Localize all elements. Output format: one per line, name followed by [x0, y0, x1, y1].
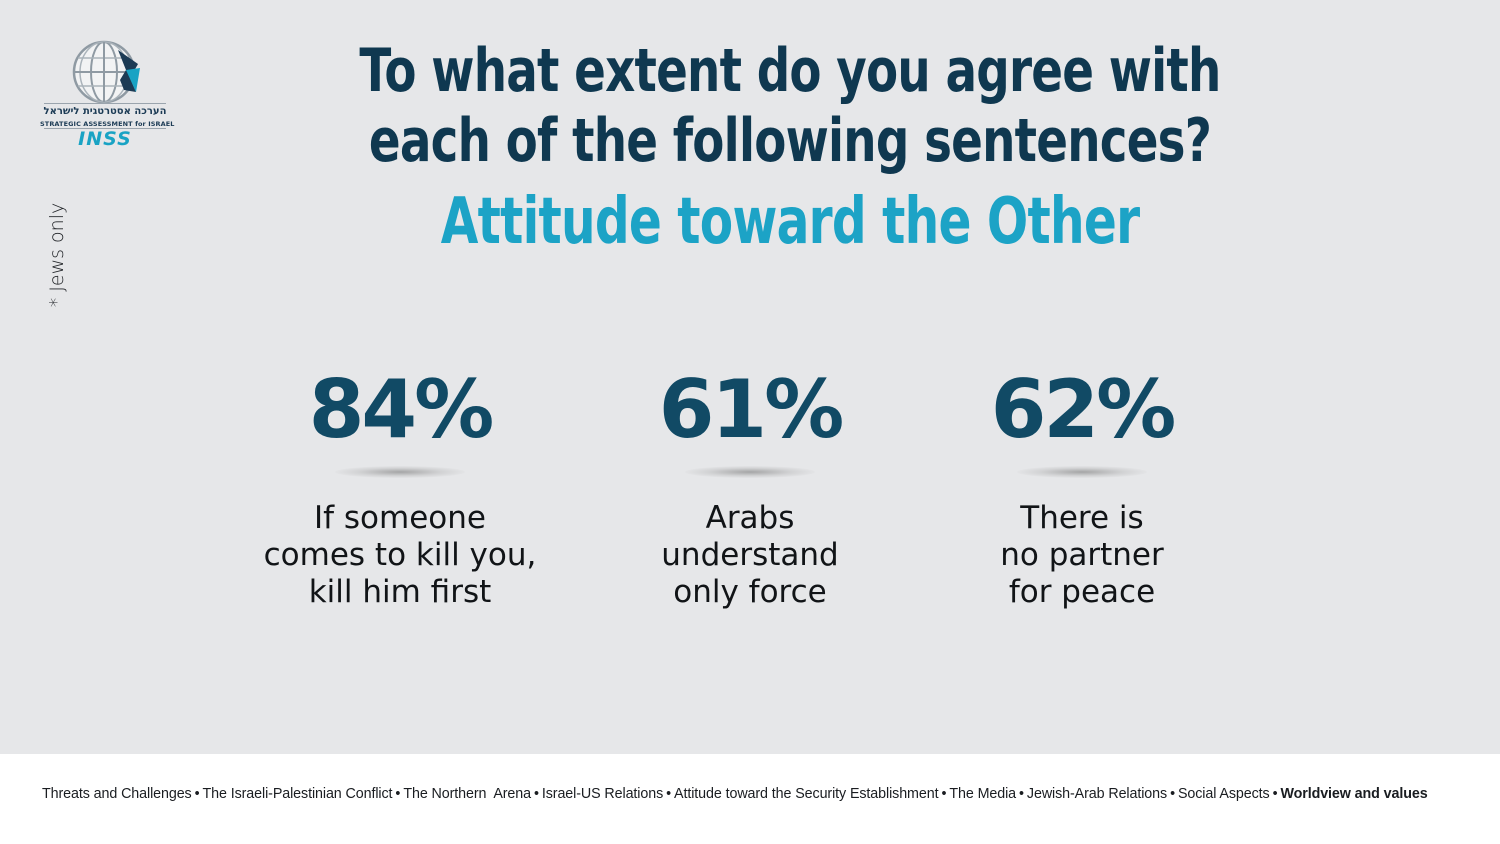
footer-nav-separator: • — [666, 786, 672, 802]
page-subtitle: Attitude toward the Other — [440, 185, 1140, 259]
stat-shadow — [1017, 466, 1147, 478]
logo-brand-text: INSS — [78, 128, 132, 150]
globe-icon — [72, 40, 140, 104]
footer-nav-item[interactable]: Threats and Challenges — [42, 786, 192, 802]
footer-bar: Threats and Challenges • The Israeli-Pales… — [0, 754, 1500, 844]
footer-nav-item[interactable]: The Media — [949, 786, 1017, 802]
stat-card: 84% If someone comes to kill you, kill h… — [220, 360, 580, 611]
stat-card: 61% Arabs understand only force — [570, 360, 930, 611]
footer-nav-separator: • — [1272, 786, 1278, 802]
footer-nav-item[interactable]: Jewish-Arab Relations — [1026, 786, 1168, 802]
stat-value: 84% — [308, 363, 494, 456]
stat-value: 62% — [990, 363, 1176, 456]
stat-label: Arabs understand only force — [661, 500, 839, 610]
footer-nav-separator: • — [1019, 786, 1024, 802]
footer-nav-separator: • — [1170, 786, 1175, 802]
footer-nav-separator: • — [941, 786, 947, 802]
stat-label: There is no partner for peace — [1000, 500, 1164, 610]
footer-nav-item[interactable]: Israel-US Relations — [541, 786, 664, 802]
logo-english-text: STRATEGIC ASSESSMENT for ISRAEL — [40, 120, 175, 128]
stat-shadow — [685, 466, 815, 478]
stat-label: If someone comes to kill you, kill him f… — [263, 500, 537, 610]
footer-nav-separator: • — [533, 786, 539, 802]
footer-nav-separator: • — [194, 786, 200, 802]
logo-hebrew-text: הערכה אסטרטגית לישראל — [43, 106, 167, 117]
stat-shadow — [335, 466, 465, 478]
footer-nav-separator: • — [395, 786, 401, 802]
page-title: To what extent do you agree with each of… — [359, 36, 1221, 176]
stat-value: 61% — [658, 363, 844, 456]
logo-rule-bottom — [44, 128, 166, 129]
logo-rule-top — [44, 103, 166, 104]
footer-nav-item-active[interactable]: Worldview and values — [1280, 786, 1428, 802]
footer-nav: Threats and Challenges • The Israeli-Pales… — [42, 786, 1428, 802]
side-note: * Jews only — [46, 202, 68, 308]
footer-nav-item[interactable]: The Israeli-Palestinian Conflict — [202, 786, 393, 802]
footer-nav-item[interactable]: Social Aspects — [1177, 786, 1270, 802]
inss-logo: הערכה אסטרטגית לישראל STRATEGIC ASSESSME… — [40, 40, 175, 152]
stat-card: 62% There is no partner for peace — [902, 360, 1262, 611]
footer-nav-item[interactable]: Attitude toward the Security Establishme… — [674, 786, 939, 802]
footer-nav-item[interactable]: The Northern Arena — [403, 786, 531, 802]
